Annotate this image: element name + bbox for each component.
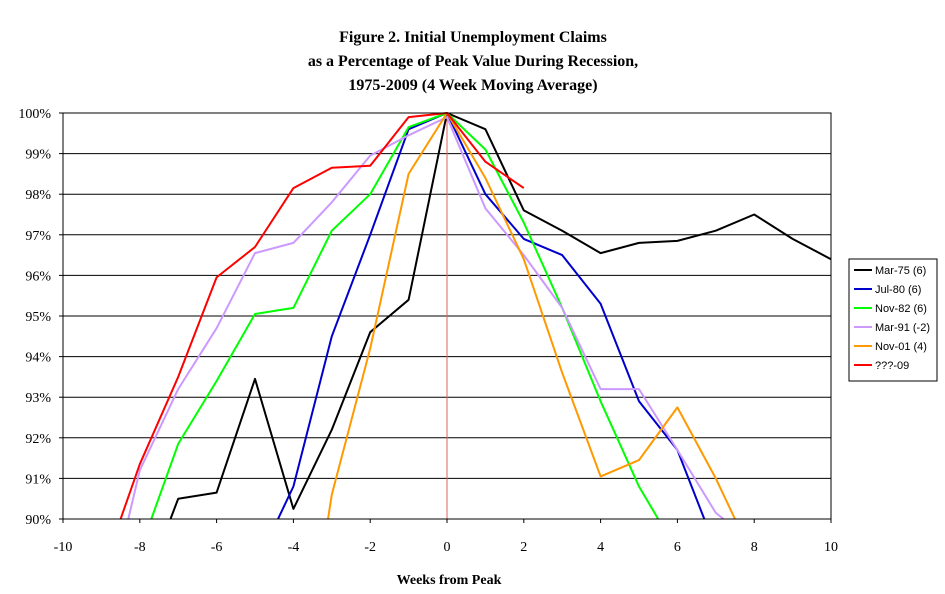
series-line-1 (277, 112, 706, 519)
x-tick-label: -8 (134, 540, 146, 555)
series-line-0 (169, 112, 831, 519)
y-tick-label: 98% (25, 188, 51, 203)
x-tick-label: 6 (674, 540, 681, 555)
legend-box (848, 258, 938, 382)
x-tick-label: 10 (824, 540, 838, 555)
y-axis-ticks: 90% 91% 92% 93% 94% 95% 96% 97% 98% 99% 100% (18, 107, 63, 528)
y-tick-label: 99% (25, 148, 51, 163)
x-axis-label: Weeks from Peak (397, 573, 502, 588)
x-tick-label: 8 (751, 540, 758, 555)
title-line: as a Percentage of Peak Value During Rec… (308, 53, 638, 70)
series-line-3 (127, 116, 725, 519)
x-tick-label: -2 (364, 540, 376, 555)
legend-entry-5: ???-09 (875, 360, 909, 372)
series-lines (119, 112, 831, 519)
title-line: Figure 2. Initial Unemployment Claims (339, 29, 607, 46)
series-line-4 (327, 112, 736, 519)
chart-title: Figure 2. Initial Unemployment Claims as … (308, 29, 638, 94)
series-line-5 (119, 112, 525, 519)
x-tick-label: -4 (288, 540, 300, 555)
y-tick-label: 95% (25, 310, 51, 325)
x-tick-label: 0 (444, 540, 451, 555)
y-tick-label: 91% (25, 472, 51, 487)
y-tick-label: 96% (25, 269, 51, 284)
legend-entry-0: Mar-75 (6) (875, 265, 926, 277)
legend-entry-3: Mar-91 (-2) (875, 322, 930, 334)
y-tick-label: 92% (25, 432, 51, 447)
x-tick-label: -10 (54, 540, 73, 555)
y-tick-label: 90% (25, 513, 51, 528)
legend-entry-1: Jul-80 (6) (875, 284, 921, 296)
x-tick-label: -6 (211, 540, 223, 555)
y-tick-label: 97% (25, 229, 51, 244)
y-tick-label: 100% (18, 107, 51, 122)
x-tick-label: 4 (597, 540, 604, 555)
series-line-2 (150, 112, 660, 519)
y-tick-label: 93% (25, 391, 51, 406)
legend-entry-2: Nov-82 (6) (875, 303, 927, 315)
x-tick-label: 2 (520, 540, 527, 555)
legend: Mar-75 (6) Jul-80 (6) Nov-82 (6) Mar-91 (-2… (848, 258, 938, 382)
legend-entry-4: Nov-01 (4) (875, 341, 927, 353)
title-line: 1975-2009 (4 Week Moving Average) (348, 77, 597, 94)
y-tick-label: 94% (25, 351, 51, 366)
x-axis-ticks: -10 -8 -6 -4 -2 0 2 4 6 8 10 (54, 519, 838, 555)
